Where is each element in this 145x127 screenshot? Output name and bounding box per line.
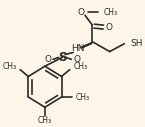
Text: CH₃: CH₃ <box>103 8 117 17</box>
Text: SH: SH <box>131 39 143 48</box>
Text: HN: HN <box>71 44 85 53</box>
Text: S: S <box>58 51 67 64</box>
Text: O: O <box>44 55 51 64</box>
Text: CH₃: CH₃ <box>73 62 87 71</box>
Text: CH₃: CH₃ <box>38 116 52 125</box>
Text: CH₃: CH₃ <box>2 62 16 71</box>
Text: O: O <box>78 8 85 17</box>
Text: O: O <box>73 55 80 64</box>
Text: O: O <box>105 23 112 32</box>
Text: CH₃: CH₃ <box>76 92 90 101</box>
